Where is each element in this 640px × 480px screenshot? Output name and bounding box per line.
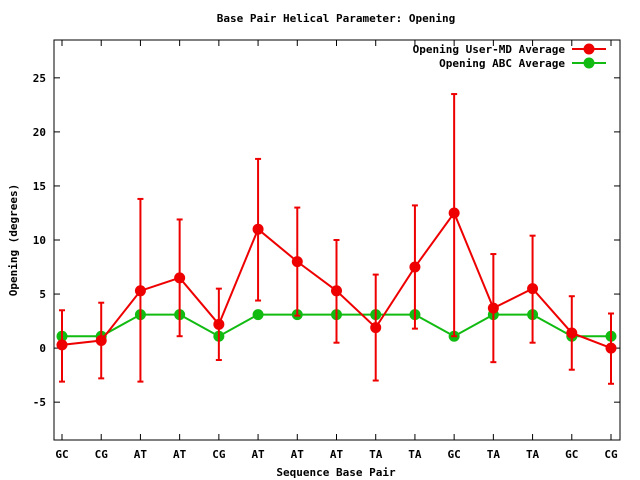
data-point — [448, 207, 460, 219]
y-tick-label: 10 — [33, 234, 46, 247]
x-tick-label: AT — [173, 448, 187, 461]
x-tick-label: CG — [212, 448, 226, 461]
legend-label: Opening User-MD Average — [413, 43, 566, 56]
data-point — [213, 318, 225, 330]
axes: -5 0 5 10 15 20 25 GC CG AT AT CG AT AT AT TA TA GC TA TA GC… — [33, 40, 620, 461]
x-tick-label: AT — [251, 448, 265, 461]
x-axis-label: Sequence Base Pair — [276, 466, 396, 479]
legend-marker — [583, 43, 595, 55]
data-point — [56, 339, 68, 351]
x-tick-label: CG — [95, 448, 109, 461]
data-point — [487, 302, 499, 314]
x-tick-label: TA — [487, 448, 501, 461]
legend-label: Opening ABC Average — [439, 57, 565, 70]
legend-marker — [583, 57, 595, 69]
data-point — [566, 327, 578, 339]
y-tick-label: 15 — [33, 180, 46, 193]
data-point — [95, 335, 107, 347]
data-point — [331, 285, 342, 297]
y-tick-label: 0 — [39, 342, 46, 355]
x-tick-label: TA — [408, 448, 422, 461]
x-tick-label: GC — [55, 448, 68, 461]
x-tick-label: TA — [526, 448, 540, 461]
chart-title: Base Pair Helical Parameter: Opening — [217, 12, 455, 25]
y-axis-label: Opening (degrees) — [7, 184, 20, 297]
data-point — [527, 283, 539, 295]
data-point — [252, 223, 264, 235]
y-tick-label: 20 — [33, 126, 46, 139]
x-tick-label: CG — [604, 448, 618, 461]
x-tick-label: AT — [330, 448, 344, 461]
data-point — [370, 322, 382, 334]
data-point — [291, 256, 303, 268]
series-user-md — [56, 93, 617, 385]
x-tick-label: AT — [291, 448, 305, 461]
x-tick-label: GC — [448, 448, 461, 461]
data-point — [134, 285, 146, 297]
series-layer — [56, 93, 617, 385]
x-tick-label: AT — [134, 448, 148, 461]
data-point — [409, 261, 421, 273]
data-point — [174, 272, 186, 284]
y-tick-label: 5 — [39, 288, 46, 301]
data-point — [252, 309, 264, 321]
data-point — [605, 342, 617, 354]
y-tick-label: -5 — [33, 396, 46, 409]
x-tick-label: GC — [565, 448, 578, 461]
x-tick-label: TA — [369, 448, 383, 461]
y-tick-label: 25 — [33, 72, 46, 85]
